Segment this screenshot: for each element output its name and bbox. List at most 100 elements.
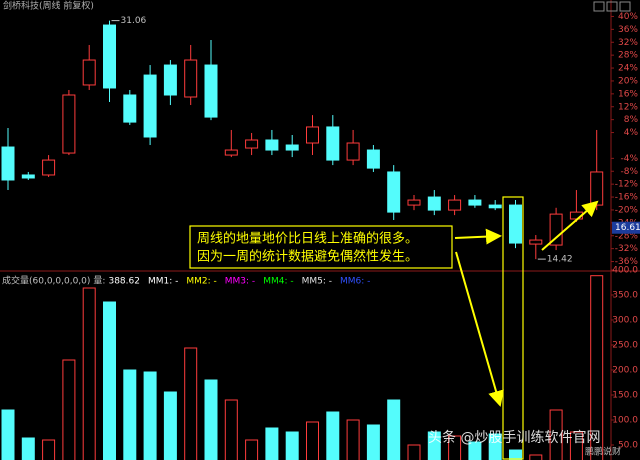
volume-bar <box>184 347 198 460</box>
candle-body <box>245 139 259 149</box>
candle-body <box>265 139 279 151</box>
candle-body <box>21 174 35 179</box>
volume-bar <box>42 439 56 460</box>
candle-body <box>285 144 299 151</box>
volume-bar <box>387 399 401 460</box>
watermark: 鹏鹏说财 <box>585 446 621 458</box>
candle-body <box>42 159 56 176</box>
window-controls <box>593 1 631 12</box>
candle-body <box>306 126 319 144</box>
low-label: 14.42 <box>547 255 573 265</box>
volume-bar <box>448 435 462 460</box>
volume-bar <box>468 441 482 460</box>
candle-body <box>184 59 198 98</box>
arrow <box>455 251 504 407</box>
y-tick-label: 250.0 <box>612 341 638 351</box>
annotation-box <box>189 225 453 269</box>
candle-body <box>62 94 76 154</box>
y2-tick-label: -32% <box>615 244 639 254</box>
candle-body <box>407 199 421 206</box>
candle-body <box>366 149 380 169</box>
annotation: 因为一周的统计数据避免偶然性发生。 <box>197 249 418 265</box>
volume-bar <box>224 399 238 460</box>
control-button[interactable] <box>593 1 605 12</box>
y-tick-label: 150.0 <box>612 391 638 401</box>
arrow <box>454 228 502 245</box>
arrow <box>541 200 599 251</box>
y-tick-label: 300.0 <box>612 316 638 326</box>
y-tick-label: 100.0 <box>612 416 638 426</box>
y-tick-label: 400.0 <box>612 266 638 276</box>
volume-bar <box>326 411 340 460</box>
volume-bar <box>306 421 319 460</box>
y-tick-label: 200.0 <box>612 366 638 376</box>
y2-tick-label: 12% <box>618 102 638 112</box>
price-tag-label: 16.61 <box>615 223 640 233</box>
y-tick-label: 350.0 <box>612 291 638 301</box>
y2-tick-label: -20% <box>615 205 639 215</box>
candle-body <box>488 204 502 209</box>
candle-body <box>549 213 563 246</box>
volume-bar <box>590 275 604 460</box>
y2-tick-label: 16% <box>618 89 638 99</box>
volume-bar <box>346 419 360 460</box>
volume-bar <box>21 437 35 460</box>
y2-tick-label: -36% <box>615 257 639 267</box>
control-button[interactable] <box>619 1 631 12</box>
volume-bar <box>509 449 522 460</box>
candle-body <box>224 149 238 156</box>
candle-body <box>326 126 340 161</box>
candle-body <box>509 204 522 244</box>
volume-bar <box>204 379 218 460</box>
candle-body <box>204 64 218 118</box>
y2-tick-label: 20% <box>618 76 638 86</box>
candle-body <box>468 199 482 206</box>
candle-body <box>1 146 15 181</box>
volume-bar <box>143 371 157 460</box>
volume-bar <box>427 431 441 460</box>
candle-body <box>387 171 401 213</box>
y2-tick-label: 36% <box>618 25 638 35</box>
candle-body <box>346 142 360 161</box>
volume-bar <box>62 359 76 460</box>
candle-body <box>163 64 177 96</box>
volume-bar <box>163 391 177 460</box>
volume-bar <box>82 287 96 460</box>
y2-tick-label: -16% <box>615 193 639 203</box>
y2-tick-label: -8% <box>620 167 638 177</box>
volume-bar <box>285 431 299 460</box>
volume-header: MM4: - <box>263 277 293 287</box>
candle-body <box>529 239 543 245</box>
y2-tick-label: -28% <box>615 231 639 241</box>
candle-body <box>143 74 157 138</box>
y-tick-label: 50.0 <box>618 441 638 451</box>
volume-bar <box>549 409 563 460</box>
y2-tick-label: -4% <box>620 154 638 164</box>
volume-header: 量: <box>93 276 105 287</box>
volume-bar <box>407 444 421 460</box>
high-label: 31.06 <box>121 16 147 26</box>
volume-header: MM3: - <box>225 277 255 287</box>
volume-bar <box>1 409 15 460</box>
volume-bar <box>123 369 137 460</box>
volume-bar <box>569 431 583 460</box>
candle-body <box>82 59 96 86</box>
volume-bar <box>265 427 279 460</box>
volume-header: MM6: - <box>340 277 370 287</box>
highlight-box <box>502 196 524 460</box>
price-tag <box>612 221 640 234</box>
candle-body <box>103 24 116 89</box>
candle-body <box>123 94 137 123</box>
volume-header: MM5: - <box>302 277 332 287</box>
y2-tick-label: 4% <box>624 128 639 138</box>
control-button[interactable] <box>606 1 618 12</box>
chart-title: 剑桥科技(周线 前复权) <box>3 0 94 12</box>
candle-body <box>427 196 441 211</box>
volume-header: MM2: - <box>186 277 216 287</box>
watermark: 头条 @炒股手训练软件官网 <box>428 429 600 446</box>
y2-tick-label: 8% <box>624 115 639 125</box>
y2-tick-label: 40% <box>618 12 638 22</box>
volume-header: MM1: - <box>148 277 178 287</box>
volume-bar <box>103 301 116 460</box>
